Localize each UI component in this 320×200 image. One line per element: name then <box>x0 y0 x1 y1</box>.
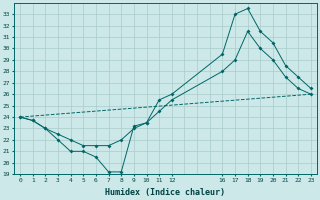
X-axis label: Humidex (Indice chaleur): Humidex (Indice chaleur) <box>106 188 226 197</box>
